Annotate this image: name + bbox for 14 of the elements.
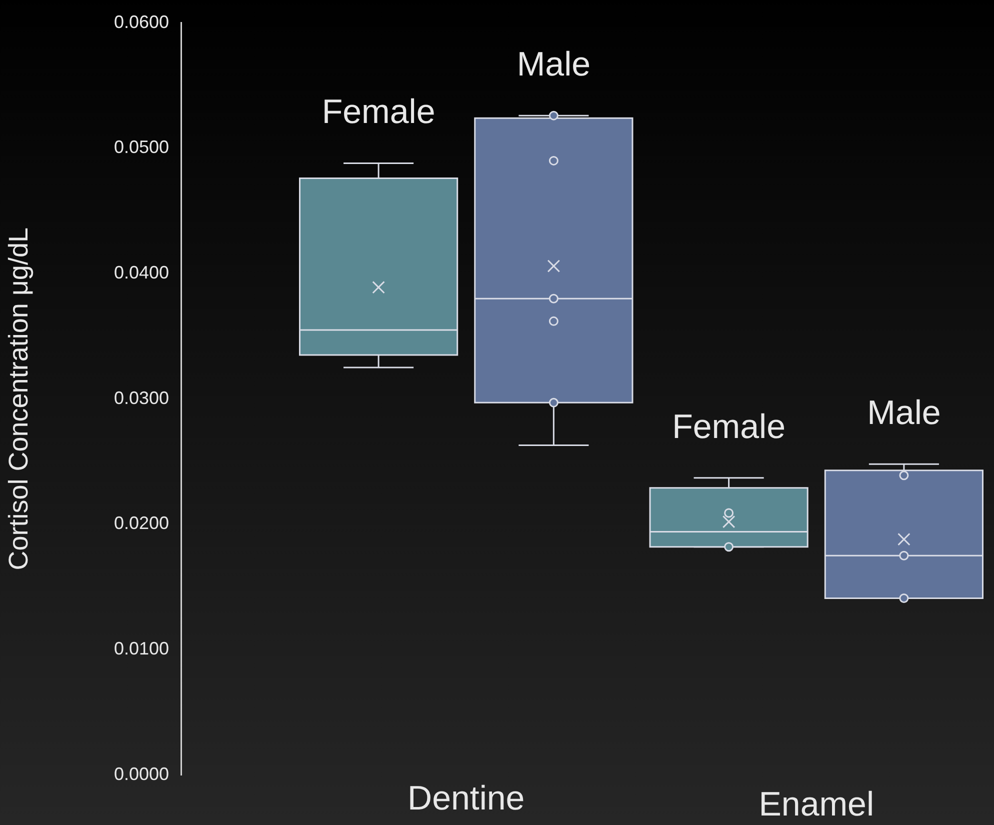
y-tick-label: 0.0000 — [114, 764, 169, 784]
y-tick-label: 0.0100 — [114, 638, 169, 659]
y-tick-label: 0.0200 — [114, 513, 169, 534]
series-label: Male — [516, 46, 591, 84]
text: Male — [867, 394, 941, 432]
y-tick-label: 0.0500 — [114, 137, 169, 158]
y-tick-label: 0.0400 — [114, 262, 169, 282]
x-tick-label: Dentine — [408, 779, 525, 818]
series-label: Female — [672, 408, 786, 446]
y-tick-label: 0.0600 — [114, 12, 169, 32]
y-tick-label: 0.0300 — [114, 388, 169, 408]
text: Female — [322, 93, 436, 132]
x-tick-label: Enamel — [758, 785, 874, 824]
y-axis-title: Cortisol Concentration μg/dL — [4, 228, 34, 570]
